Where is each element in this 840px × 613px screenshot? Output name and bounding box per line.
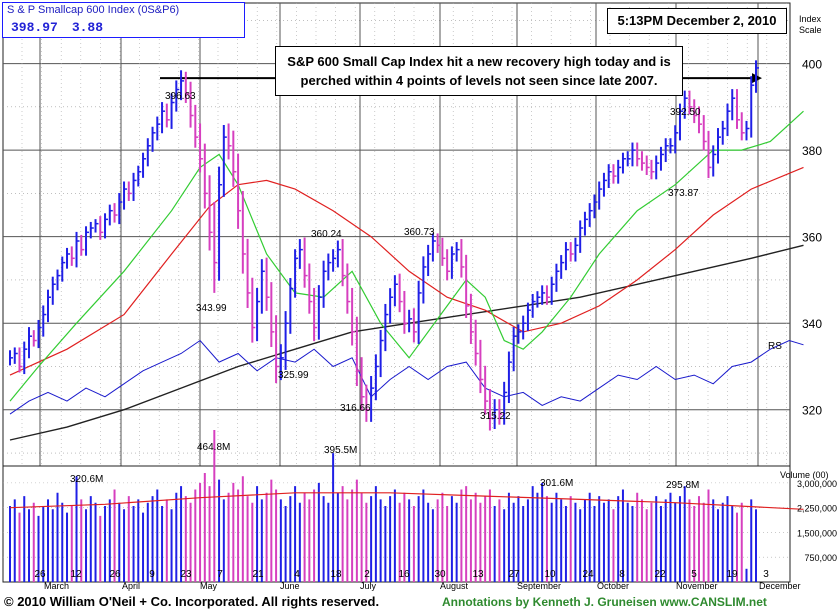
price-change: 3.88 (71, 20, 104, 35)
price-tick-label: 320 (802, 404, 822, 418)
x-tick-label: 26 (109, 569, 121, 580)
month-label: November (676, 581, 718, 591)
month-label: September (517, 581, 561, 591)
x-tick-label: 12 (70, 569, 82, 580)
x-tick-label: 27 (508, 569, 520, 580)
volume-annotation: 464.8M (197, 442, 230, 453)
x-tick-label: 10 (544, 569, 556, 580)
month-label: May (200, 581, 218, 591)
annotation-line-1: S&P 600 Small Cap Index hit a new recove… (287, 54, 671, 69)
annotation-line-2: perched within 4 points of levels not se… (300, 73, 658, 88)
price-annotation: 373.87 (668, 188, 699, 199)
x-tick-label: 4 (294, 569, 300, 580)
x-tick-label: 19 (726, 569, 738, 580)
x-tick-label: 9 (149, 569, 155, 580)
volume-tick-label: 1,500,000 (797, 528, 837, 538)
month-label: December (759, 581, 801, 591)
ticker-name: S & P Smallcap 600 Index (0S&P6) (7, 4, 180, 16)
volume-annotation: 301.6M (540, 478, 573, 489)
x-tick-label: 22 (654, 569, 666, 580)
timestamp: 5:13PM December 2, 2010 (607, 8, 787, 34)
x-tick-label: 2 (364, 569, 370, 580)
volume-annotation: 320.6M (70, 474, 103, 485)
volume-label: Volume (00) (780, 470, 829, 480)
x-tick-label: 5 (691, 569, 697, 580)
x-tick-label: 7 (217, 569, 223, 580)
x-tick-label: 18 (330, 569, 342, 580)
x-tick-label: 8 (619, 569, 625, 580)
volume-annotation: 295.8M (666, 480, 699, 491)
price-tick-label: 360 (802, 231, 822, 245)
last-price: 398.97 (11, 20, 58, 35)
scale-label-index: Index (799, 14, 822, 24)
volume-annotation: 395.5M (324, 445, 357, 456)
ticker-values: 398.97 3.88 (11, 20, 117, 35)
month-label: August (440, 581, 469, 591)
price-annotation: 316.66 (340, 403, 371, 414)
x-tick-label: 3 (763, 569, 769, 580)
volume-tick-label: 2,250,000 (797, 504, 837, 514)
price-annotation: 396.63 (165, 91, 196, 102)
month-label: June (280, 581, 300, 591)
x-tick-label: 23 (180, 569, 192, 580)
price-annotation: 343.99 (196, 303, 227, 314)
price-annotation: 360.73 (404, 227, 435, 238)
ticker-box: S & P Smallcap 600 Index (0S&P6) 398.97 3… (2, 2, 245, 38)
copyright: © 2010 William O'Neil + Co. Incorporated… (4, 594, 380, 609)
scale-label-scale: Scale (799, 25, 822, 35)
price-annotation: 392.50 (670, 107, 701, 118)
price-tick-label: 340 (802, 317, 822, 331)
ma-mid-line (9, 166, 804, 376)
month-label: July (360, 581, 377, 591)
x-tick-label: 16 (398, 569, 410, 580)
volume-average-line (9, 492, 804, 510)
rs-line (9, 339, 804, 415)
price-tick-label: 400 (802, 58, 822, 72)
month-label: March (44, 581, 69, 591)
x-tick-label: 26 (34, 569, 46, 580)
credit: Annotations by Kenneth J. Gruneisen www.… (442, 595, 767, 609)
month-label: April (122, 581, 140, 591)
x-tick-label: 13 (472, 569, 484, 580)
price-tick-label: 380 (802, 144, 822, 158)
rs-label: RS (768, 341, 782, 352)
month-label: October (597, 581, 629, 591)
volume-tick-label: 3,000,000 (797, 479, 837, 489)
volume-tick-label: 750,000 (804, 553, 837, 563)
price-annotation: 315.22 (480, 411, 511, 422)
x-tick-label: 24 (582, 569, 594, 580)
ma-short-line (9, 110, 804, 402)
price-annotation: 325.99 (278, 370, 309, 381)
x-tick-label: 21 (252, 569, 264, 580)
annotation-box: S&P 600 Small Cap Index hit a new recove… (275, 46, 683, 96)
x-tick-label: 30 (434, 569, 446, 580)
price-annotation: 360.24 (311, 229, 342, 240)
